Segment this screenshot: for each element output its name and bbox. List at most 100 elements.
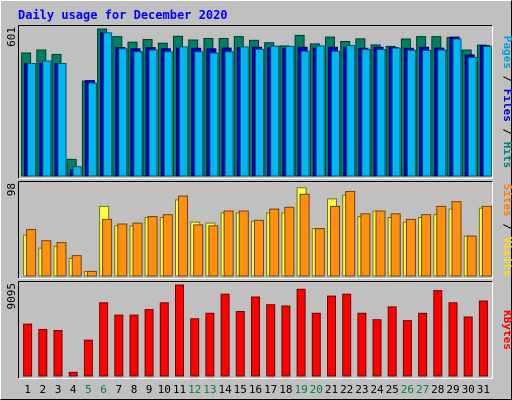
bar-sites-4	[71, 255, 82, 277]
bar-sites-3	[56, 242, 67, 277]
x-tick-label-23: 23	[355, 383, 368, 396]
bar-kbytes-8	[129, 314, 139, 377]
bar-kbytes-3	[53, 330, 63, 377]
series-label-part: Files	[501, 89, 512, 122]
chart-title: Daily usage for December 2020	[18, 8, 228, 22]
bar-kbytes-16	[251, 296, 260, 377]
bar-pages-20	[315, 45, 325, 177]
bar-sites-20	[314, 228, 325, 277]
bar-kbytes-30	[463, 316, 473, 377]
bar-pages-4	[72, 166, 82, 177]
bar-pages-28	[437, 49, 447, 177]
bar-kbytes-6	[99, 302, 109, 377]
bar-kbytes-1	[23, 323, 33, 377]
bar-sites-14	[223, 210, 234, 277]
x-tick-label-12: 12	[188, 383, 201, 396]
x-tick-label-1: 1	[24, 383, 31, 396]
bar-pages-19	[300, 50, 310, 177]
x-tick-label-5: 5	[85, 383, 92, 396]
series-label-part: Pages	[501, 36, 512, 69]
bar-kbytes-20	[311, 312, 321, 377]
bar-kbytes-22	[342, 293, 352, 377]
x-tick-label-30: 30	[462, 383, 475, 396]
series-label-part: KBytes	[501, 310, 512, 350]
bar-pages-14	[224, 51, 234, 177]
bar-sites-24	[375, 210, 386, 277]
bar-kbytes-7	[114, 314, 124, 377]
x-tick-label-24: 24	[370, 383, 384, 396]
bar-kbytes-21	[327, 295, 336, 377]
x-tick-label-27: 27	[416, 383, 429, 396]
bar-sites-19	[299, 193, 310, 277]
bar-sites-15	[238, 210, 249, 277]
bar-pages-3	[57, 63, 67, 177]
bar-sites-30	[466, 235, 477, 277]
bar-kbytes-23	[357, 312, 367, 377]
bar-kbytes-13	[205, 312, 215, 377]
series-kbytes	[23, 284, 488, 377]
bar-pages-26	[406, 49, 416, 177]
bar-kbytes-4	[68, 371, 78, 377]
x-tick-label-11: 11	[173, 383, 186, 396]
bar-pages-7	[118, 48, 128, 177]
bar-kbytes-11	[175, 284, 184, 377]
series-label-part: Hits	[501, 142, 512, 169]
bar-sites-5	[86, 270, 97, 277]
bar-kbytes-12	[190, 318, 200, 377]
x-tick-label-26: 26	[401, 383, 414, 396]
bar-pages-27	[422, 50, 432, 177]
series-label-pages-files-hits: Pages / Files / Hits	[501, 36, 512, 169]
bar-sites-10	[162, 214, 173, 277]
series-label-part: Sites	[501, 184, 512, 217]
y-max-label-pages-files-hits: 601	[5, 27, 18, 47]
bar-sites-17	[269, 208, 280, 277]
bar-pages-17	[270, 45, 280, 177]
series-sites	[26, 191, 492, 277]
x-tick-label-28: 28	[431, 383, 444, 396]
x-tick-label-7: 7	[115, 383, 122, 396]
bar-pages-6	[103, 32, 113, 177]
bar-kbytes-31	[478, 300, 488, 377]
bar-sites-9	[147, 216, 158, 277]
x-tick-label-6: 6	[100, 383, 107, 396]
bar-pages-22	[346, 45, 356, 177]
bar-pages-31	[482, 45, 492, 177]
x-tick-label-21: 21	[325, 383, 338, 396]
bar-sites-28	[436, 205, 447, 277]
x-tick-label-14: 14	[218, 383, 232, 396]
bar-pages-11	[179, 46, 188, 177]
bar-kbytes-28	[433, 290, 443, 377]
bar-pages-9	[148, 49, 158, 177]
bar-kbytes-24	[372, 319, 382, 377]
x-tick-label-25: 25	[386, 383, 399, 396]
bar-sites-21	[330, 205, 340, 277]
x-tick-label-29: 29	[446, 383, 459, 396]
bar-sites-22	[345, 191, 356, 277]
bar-sites-23	[360, 213, 371, 277]
bar-sites-11	[178, 195, 188, 277]
bar-kbytes-14	[220, 293, 230, 377]
series-label-part: Visits	[501, 237, 512, 277]
bar-sites-27	[421, 214, 432, 277]
series-label-kbytes: KBytes	[501, 310, 512, 350]
x-tick-label-31: 31	[477, 383, 490, 396]
bar-pages-16	[255, 48, 264, 177]
bar-kbytes-18	[281, 305, 291, 377]
x-tick-label-22: 22	[340, 383, 353, 396]
series-pages	[27, 32, 492, 177]
y-max-label-kbytes: 9095	[5, 283, 18, 310]
bar-pages-2	[42, 60, 52, 177]
bar-kbytes-15	[235, 311, 245, 377]
series-label-part: /	[501, 122, 512, 142]
bar-kbytes-29	[448, 302, 458, 377]
bar-sites-7	[117, 223, 128, 277]
bar-sites-12	[193, 224, 204, 277]
bar-sites-31	[481, 205, 492, 277]
bar-kbytes-19	[296, 288, 306, 377]
x-tick-label-9: 9	[146, 383, 153, 396]
bar-kbytes-9	[144, 309, 154, 377]
bar-kbytes-17	[266, 304, 276, 377]
bar-pages-30	[467, 56, 477, 177]
x-tick-label-15: 15	[234, 383, 247, 396]
